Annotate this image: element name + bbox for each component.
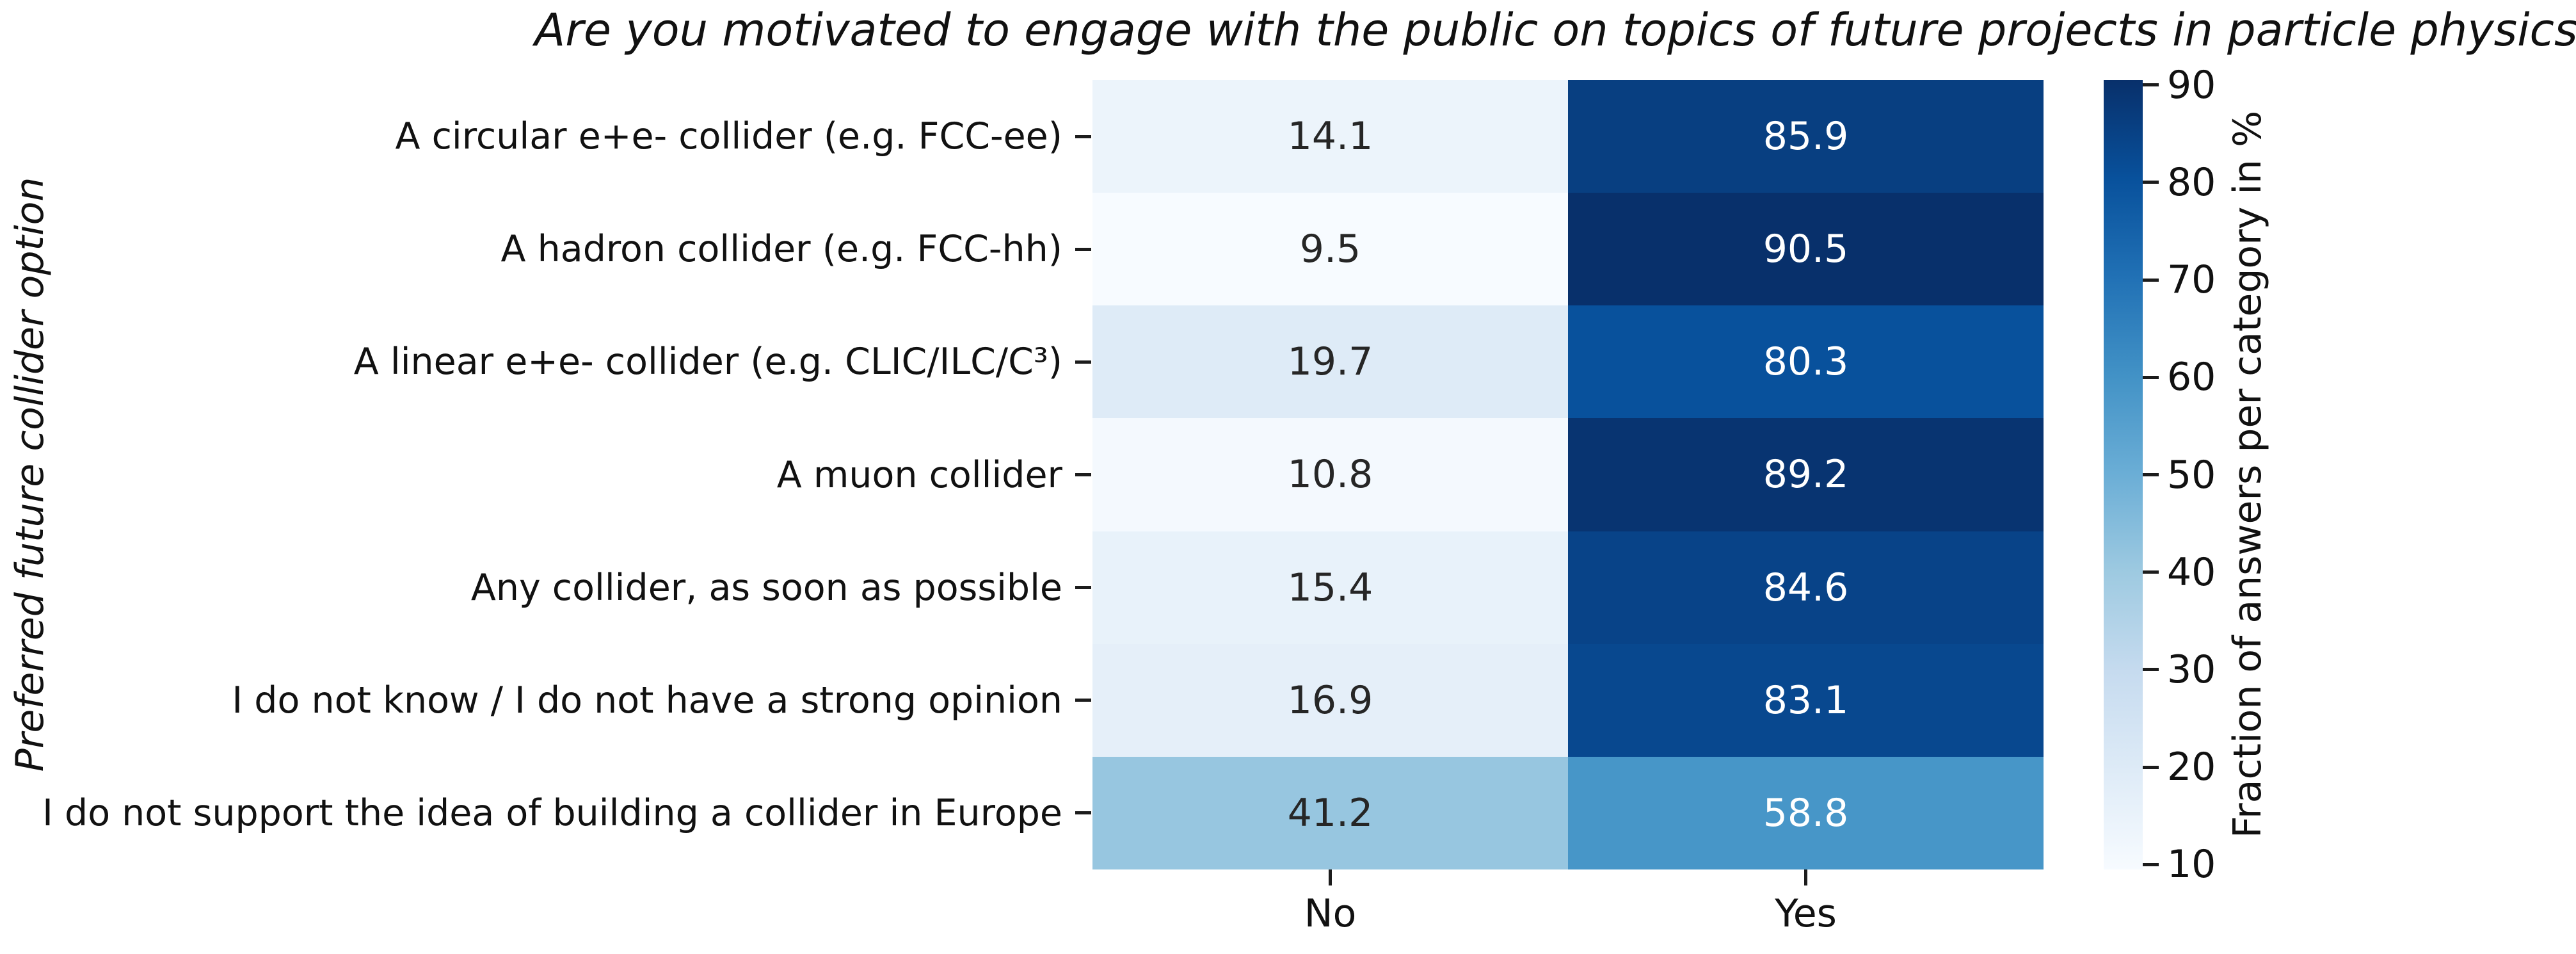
x-tick-mark (1329, 869, 1332, 885)
colorbar-tick-label: 60 (2167, 355, 2216, 400)
heatmap-cell: 84.6 (1568, 531, 2044, 644)
colorbar-tick-mark (2143, 375, 2159, 379)
colorbar-tick-label: 20 (2167, 745, 2216, 790)
colorbar (2104, 80, 2143, 869)
heatmap-cell-value: 10.8 (1287, 452, 1373, 497)
row-label: I do not know / I do not have a strong o… (232, 679, 1062, 722)
colorbar-tick-mark (2143, 862, 2159, 866)
column-label: No (1304, 891, 1357, 936)
heatmap-cell: 85.9 (1568, 80, 2044, 193)
heatmap-cell-value: 83.1 (1763, 677, 1849, 723)
heatmap-cell-value: 58.8 (1763, 790, 1849, 836)
colorbar-tick-mark (2143, 181, 2159, 184)
colorbar-tick-mark (2143, 473, 2159, 476)
colorbar-tick-mark (2143, 668, 2159, 672)
colorbar-tick-label: 70 (2167, 257, 2216, 303)
heatmap-cell: 19.7 (1092, 305, 1568, 419)
heatmap-cell-value: 89.2 (1763, 452, 1849, 497)
heatmap-cell-value: 80.3 (1763, 339, 1849, 385)
y-tick-mark (1075, 134, 1091, 138)
colorbar-tick-label: 50 (2167, 452, 2216, 497)
row-label: A linear e+e- collider (e.g. CLIC/ILC/C³… (353, 341, 1062, 384)
heatmap-cell: 90.5 (1568, 193, 2044, 306)
heatmap-cell-value: 41.2 (1287, 790, 1373, 836)
row-label: I do not support the idea of building a … (42, 791, 1062, 834)
row-label: A muon collider (776, 453, 1062, 496)
y-tick-mark (1075, 699, 1091, 702)
heatmap-cell: 58.8 (1568, 756, 2044, 869)
colorbar-tick-mark (2143, 83, 2159, 87)
colorbar-tick-label: 80 (2167, 159, 2216, 205)
y-tick-mark (1075, 473, 1091, 476)
heatmap-cell-value: 90.5 (1763, 227, 1849, 272)
heatmap-cell: 83.1 (1568, 643, 2044, 757)
y-tick-mark (1075, 586, 1091, 590)
y-tick-mark (1075, 811, 1091, 815)
heatmap-cell-value: 16.9 (1287, 677, 1373, 723)
y-tick-mark (1075, 247, 1091, 251)
heatmap-cell: 15.4 (1092, 531, 1568, 644)
y-tick-mark (1075, 360, 1091, 364)
colorbar-tick-label: 40 (2167, 549, 2216, 595)
heatmap-cell: 14.1 (1092, 80, 1568, 193)
x-tick-mark (1804, 869, 1807, 885)
row-label: A hadron collider (e.g. FCC-hh) (500, 228, 1062, 271)
row-label: A circular e+e- collider (e.g. FCC-ee) (395, 115, 1062, 158)
colorbar-label: Fraction of answers per category in % (2225, 110, 2270, 839)
heatmap-cell: 89.2 (1568, 418, 2044, 531)
colorbar-tick-label: 30 (2167, 647, 2216, 692)
colorbar-tick-label: 10 (2167, 842, 2216, 887)
heatmap-cell-value: 9.5 (1299, 227, 1361, 272)
heatmap-cell: 16.9 (1092, 643, 1568, 757)
colorbar-tick-mark (2143, 570, 2159, 574)
heatmap-cell-value: 19.7 (1287, 339, 1373, 385)
heatmap-cell-value: 15.4 (1287, 565, 1373, 610)
colorbar-tick-label: 90 (2167, 62, 2216, 108)
heatmap-cell: 10.8 (1092, 418, 1568, 531)
heatmap-cell: 80.3 (1568, 305, 2044, 419)
chart-title: Are you motivated to engage with the pub… (534, 4, 2576, 56)
heatmap-cell-value: 85.9 (1763, 114, 1849, 159)
heatmap-cell-value: 84.6 (1763, 565, 1849, 610)
colorbar-tick-mark (2143, 278, 2159, 282)
heatmap-cell-value: 14.1 (1287, 114, 1373, 159)
row-label: Any collider, as soon as possible (470, 566, 1062, 609)
colorbar-tick-mark (2143, 765, 2159, 769)
column-label: Yes (1775, 891, 1837, 936)
heatmap: 14.1 85.9 9.5 90.5 19.7 80.3 10.8 89.2 15.4 84.6 1… (1092, 80, 2044, 869)
heatmap-cell: 9.5 (1092, 193, 1568, 306)
heatmap-cell: 41.2 (1092, 756, 1568, 869)
